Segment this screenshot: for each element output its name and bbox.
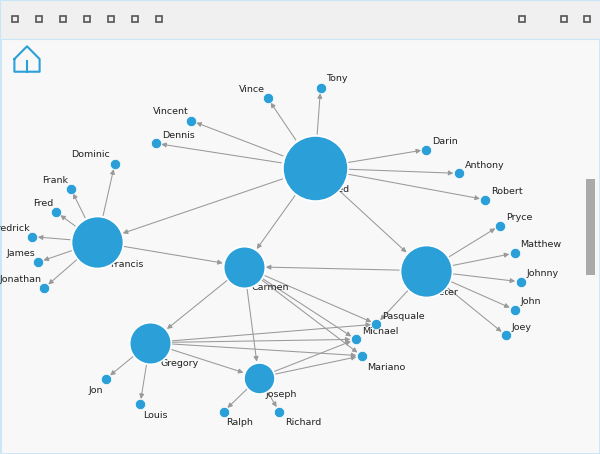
Text: Dennis: Dennis [162, 131, 194, 140]
Point [239, 263, 249, 270]
Text: Joseph: Joseph [266, 390, 297, 400]
Text: Anthony: Anthony [464, 161, 504, 170]
Text: Frank: Frank [42, 176, 68, 185]
Text: James: James [7, 249, 35, 258]
Text: Gregory: Gregory [161, 359, 199, 368]
Bar [586, 179, 595, 275]
Text: Richard: Richard [286, 418, 322, 427]
Point [66, 185, 76, 192]
Point [263, 94, 272, 102]
Text: Fredrick: Fredrick [0, 224, 29, 233]
Text: Pryce: Pryce [506, 213, 532, 222]
Point [145, 339, 155, 346]
Text: Robert: Robert [491, 187, 523, 196]
Text: Carmen: Carmen [251, 283, 289, 291]
Text: Louis: Louis [143, 411, 167, 420]
Point [510, 306, 520, 313]
Point [422, 146, 431, 153]
Point [371, 321, 381, 328]
Point [101, 375, 111, 382]
Point [151, 140, 161, 147]
Text: Jonathan: Jonathan [0, 275, 41, 284]
Text: Tony: Tony [326, 74, 348, 84]
Text: John: John [521, 297, 541, 306]
Point [275, 408, 284, 415]
Text: Mariano: Mariano [368, 363, 406, 372]
Text: Johnny: Johnny [526, 269, 559, 278]
Point [495, 222, 505, 229]
Text: Alfred: Alfred [322, 185, 350, 194]
Text: Darin: Darin [432, 137, 458, 146]
Point [501, 331, 511, 339]
Point [454, 170, 464, 177]
Text: Dominic: Dominic [71, 150, 110, 159]
Text: Peter: Peter [433, 287, 458, 296]
Text: Pasquale: Pasquale [382, 312, 425, 321]
Point [481, 196, 490, 203]
Point [110, 160, 119, 168]
Point [187, 117, 196, 124]
Point [357, 352, 367, 360]
Point [310, 164, 319, 172]
Text: Fred: Fred [33, 199, 53, 208]
Text: Ralph: Ralph [227, 418, 253, 427]
Text: Joey: Joey [512, 322, 532, 331]
Text: Vince: Vince [239, 84, 265, 94]
Point [135, 400, 145, 408]
Point [40, 284, 49, 291]
Point [510, 249, 520, 257]
Text: Jon: Jon [89, 386, 103, 395]
Point [351, 336, 361, 343]
Text: Michael: Michael [362, 327, 398, 336]
Point [516, 278, 526, 286]
Point [254, 374, 263, 381]
Point [28, 233, 37, 240]
Text: Matthew: Matthew [521, 240, 562, 249]
Point [34, 258, 43, 266]
Point [92, 238, 102, 246]
Point [316, 84, 325, 92]
Text: Francis: Francis [110, 260, 143, 269]
Point [51, 208, 61, 216]
Point [219, 408, 229, 415]
Point [422, 267, 431, 274]
Text: Vincent: Vincent [152, 107, 188, 116]
